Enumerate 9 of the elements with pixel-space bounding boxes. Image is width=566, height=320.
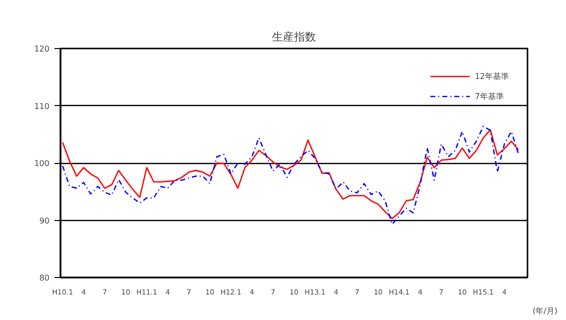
- y-tick-label: 100: [34, 159, 50, 168]
- legend-label: 12年基準: [474, 70, 509, 82]
- x-axis-title: (年/月): [532, 306, 558, 316]
- y-tick-label: 80: [39, 274, 50, 282]
- legend-label: 7年基準: [474, 90, 504, 102]
- y-tick-label: 90: [39, 216, 50, 226]
- y-tick-label: 120: [34, 44, 50, 54]
- chart-title: 生産指数: [272, 30, 316, 44]
- y-tick-label: 110: [34, 102, 50, 111]
